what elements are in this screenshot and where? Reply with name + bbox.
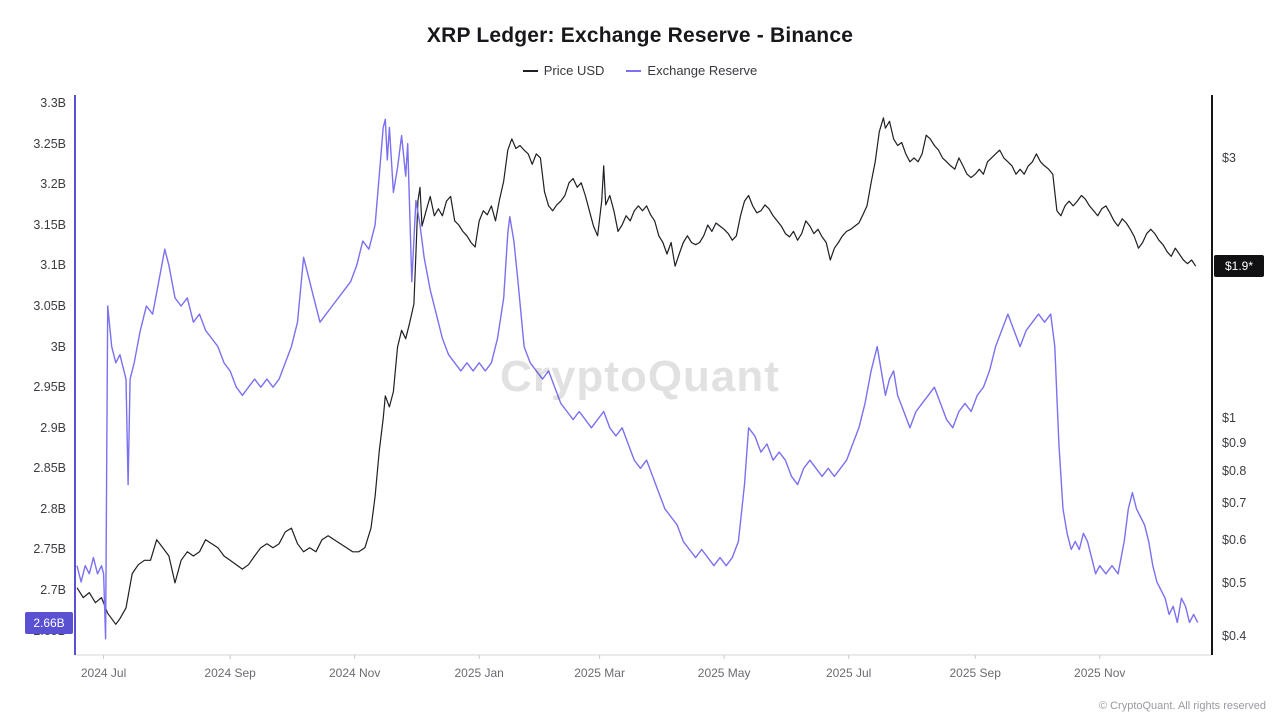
price-usd-line-swatch xyxy=(522,69,538,72)
exchange-reserve-line-swatch xyxy=(626,69,642,72)
x-tick-label: 2025 Jul xyxy=(825,666,872,680)
right-current-value-badge: $1.9* xyxy=(1214,255,1264,278)
y-right-tick-label: $1 xyxy=(1222,411,1236,426)
y-right-tick-label: $0.4 xyxy=(1222,628,1247,643)
legend-item-exchange-reserve[interactable]: Exchange Reserve xyxy=(626,63,757,78)
x-tick-label: 2025 May xyxy=(697,666,751,680)
x-tick-label: 2025 Nov xyxy=(1074,666,1126,680)
legend: Price USD Exchange Reserve xyxy=(0,63,1280,78)
series-exchange-reserve[interactable] xyxy=(76,118,1199,640)
y-left-tick-label: 2.85B xyxy=(33,461,66,476)
y-left-tick-label: 3.15B xyxy=(33,217,66,232)
y-right-tick-label: $0.9 xyxy=(1222,436,1247,451)
y-left-tick-label: 2.8B xyxy=(40,501,66,516)
legend-label-price-usd: Price USD xyxy=(543,63,605,78)
left-current-value-badge: 2.66B xyxy=(25,611,73,634)
x-tick-label: 2024 Nov xyxy=(328,666,381,680)
y-left-tick-label: 3.25B xyxy=(33,136,66,151)
y-left-tick-label: 3.3B xyxy=(40,96,66,111)
y-left-tick-label: 3.1B xyxy=(40,258,66,273)
y-right-tick-label: $0.5 xyxy=(1222,575,1247,590)
chart-title: XRP Ledger: Exchange Reserve - Binance xyxy=(426,24,854,47)
x-tick-label: 2025 Sep xyxy=(949,666,1001,680)
legend-label-exchange-reserve: Exchange Reserve xyxy=(647,63,758,78)
y-right-tick-label: $0.8 xyxy=(1222,464,1247,479)
y-left-tick-label: 3.2B xyxy=(40,177,66,192)
legend-item-price-usd[interactable]: Price USD xyxy=(522,63,605,78)
y-right-tick-label: $0.6 xyxy=(1222,532,1247,547)
x-tick-label: 2024 Jul xyxy=(80,666,127,680)
x-tick-label: 2025 Jan xyxy=(454,666,504,680)
y-left-tick-label: 2.95B xyxy=(33,380,66,395)
x-tick-label: 2025 Mar xyxy=(574,666,625,680)
y-left-tick-label: 3B xyxy=(50,339,66,354)
copyright-notice: © CryptoQuant. All rights reserved xyxy=(1098,700,1266,712)
y-right-tick-label: $0.7 xyxy=(1222,496,1247,511)
y-right-tick-label: $3 xyxy=(1222,150,1236,165)
y-left-tick-label: 2.9B xyxy=(40,420,66,435)
y-left-tick-label: 3.05B xyxy=(33,299,66,313)
y-left-tick-label: 2.75B xyxy=(33,542,66,557)
series-price-usd[interactable] xyxy=(76,117,1197,625)
y-left-tick-label: 2.7B xyxy=(40,583,66,598)
x-tick-label: 2024 Sep xyxy=(204,666,256,680)
